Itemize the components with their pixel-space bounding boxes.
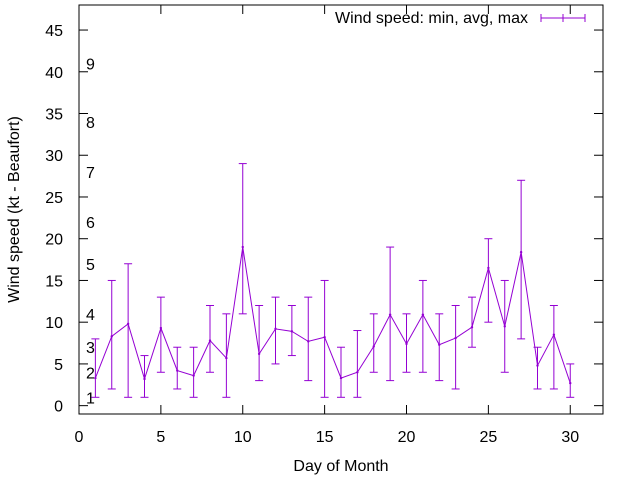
beaufort-label: 8 xyxy=(86,115,95,132)
x-tick-label: 0 xyxy=(75,429,84,446)
data-point xyxy=(372,345,375,348)
data-point xyxy=(405,342,408,346)
data-point xyxy=(176,369,179,372)
data-point xyxy=(421,313,425,316)
series-layer xyxy=(91,163,575,398)
legend: Wind speed: min, avg, max xyxy=(335,10,586,27)
data-point xyxy=(536,364,539,367)
data-point xyxy=(388,313,392,316)
beaufort-label: 3 xyxy=(86,340,95,357)
y-tick-label: 5 xyxy=(54,357,63,374)
data-point xyxy=(552,333,556,336)
x-axis-label: Day of Month xyxy=(293,458,388,475)
data-point xyxy=(208,339,212,342)
y-tick-label: 40 xyxy=(45,65,63,82)
beaufort-label: 4 xyxy=(86,307,95,324)
beaufort-label: 5 xyxy=(86,257,95,274)
x-tick-label: 25 xyxy=(479,429,497,446)
y-tick-label: 45 xyxy=(45,23,63,40)
y-tick-label: 35 xyxy=(45,107,63,124)
data-point xyxy=(569,381,572,385)
data-point xyxy=(438,343,441,346)
y-axis-label: Wind speed (kt - Beaufort) xyxy=(6,116,23,303)
x-tick-label: 20 xyxy=(398,429,416,446)
data-point xyxy=(487,266,490,270)
data-point xyxy=(356,371,359,374)
y-tick-label: 15 xyxy=(45,273,63,290)
data-point xyxy=(159,326,163,330)
data-point xyxy=(503,325,506,328)
legend-label: Wind speed: min, avg, max xyxy=(335,10,528,27)
avg-line xyxy=(94,246,571,384)
beaufort-label: 1 xyxy=(86,390,95,407)
data-point xyxy=(192,374,195,377)
y-tick-label: 30 xyxy=(45,148,63,165)
data-point xyxy=(470,325,474,329)
data-point xyxy=(339,376,343,380)
beaufort-labels: 1 2 3 4 5 6 7 8 9 xyxy=(86,56,95,407)
y-tick-label: 10 xyxy=(45,315,63,332)
data-point xyxy=(110,335,113,338)
data-point xyxy=(94,376,97,380)
data-point xyxy=(290,330,294,333)
beaufort-label: 9 xyxy=(86,56,95,73)
plot-frame xyxy=(78,4,604,415)
x-tick-label: 10 xyxy=(234,429,252,446)
data-point xyxy=(307,340,310,343)
data-point xyxy=(274,327,277,331)
y-tick-label: 25 xyxy=(45,190,63,207)
data-point xyxy=(519,250,523,254)
beaufort-label: 7 xyxy=(86,165,95,182)
x-tick-label: 5 xyxy=(156,429,165,446)
data-point xyxy=(225,356,228,360)
data-point xyxy=(454,336,457,340)
beaufort-label: 6 xyxy=(86,215,95,232)
data-point xyxy=(241,245,244,249)
data-point xyxy=(257,352,261,356)
data-point xyxy=(143,377,146,381)
y-tick-label: 20 xyxy=(45,232,63,249)
data-point xyxy=(126,322,130,326)
data-point xyxy=(323,336,326,339)
beaufort-label: 2 xyxy=(86,365,95,382)
y-tick-label: 0 xyxy=(54,399,63,416)
x-tick-label: 15 xyxy=(316,429,334,446)
x-tick-label: 30 xyxy=(561,429,579,446)
